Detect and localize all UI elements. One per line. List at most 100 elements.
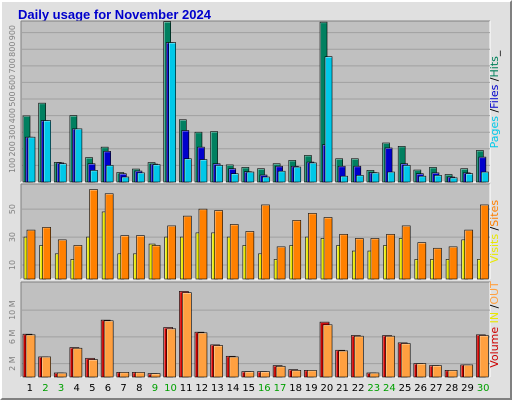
sites-bar-outline (339, 233, 348, 280)
sites-bar (449, 246, 458, 279)
out-bar (104, 320, 114, 377)
sites-bar-outline (433, 247, 442, 280)
day-label: 22 (352, 383, 365, 394)
pages-bar-outline (90, 170, 98, 183)
pages-bar-outline (434, 175, 442, 183)
day-label: 21 (336, 383, 349, 394)
pages-bar (246, 172, 254, 182)
sites-bar-outline (401, 225, 411, 280)
pages-bar (168, 42, 176, 183)
out-bar (229, 356, 239, 377)
out-bar (479, 335, 489, 377)
day-label: 29 (461, 383, 474, 394)
sites-bar-outline (417, 242, 427, 280)
out-bar-outline (213, 345, 223, 378)
day-label: 19 (305, 383, 318, 394)
pages-bar (293, 167, 301, 182)
pages-bar-outline (168, 42, 176, 183)
pages-bar (231, 173, 239, 182)
sites-bar (480, 204, 489, 279)
hits-panel-ytick-label: 800 (8, 42, 17, 57)
out-bar-outline (25, 334, 36, 378)
sites-bar-outline (214, 210, 223, 280)
pages-bar-outline (340, 175, 348, 183)
out-bar (307, 370, 317, 377)
hits-panel-plot-area (21, 21, 490, 182)
out-bar-outline (416, 363, 427, 378)
files-bar (181, 130, 189, 182)
pages-bar (59, 163, 67, 182)
sites-bar-outline (42, 227, 51, 280)
visits-panel-legend-part: / (488, 226, 501, 233)
out-bar-outline (182, 292, 192, 378)
pages-bar (325, 56, 333, 183)
sites-bar-outline (120, 235, 130, 280)
day-label: 16 (258, 383, 271, 394)
out-bar-outline (41, 356, 51, 378)
sites-bar-outline (480, 204, 489, 280)
pages-bar (309, 162, 317, 182)
day-label: 6 (105, 383, 111, 394)
pages-bar-outline (74, 128, 83, 183)
sites-bar-outline (26, 229, 36, 280)
out-bar-outline (119, 372, 130, 378)
sites-bar (277, 246, 286, 279)
day-label: 27 (430, 383, 443, 394)
sites-bar (355, 238, 364, 279)
visits-panel-ytick-label: 30 (8, 232, 17, 242)
sites-bar-outline (104, 193, 114, 280)
pages-bar (28, 137, 35, 182)
pages-bar-outline (246, 171, 255, 183)
out-bar-outline (400, 343, 411, 378)
volume-panel-legend-part: Volume (488, 327, 501, 368)
out-bar-outline (369, 372, 380, 378)
hits-panel-legend-part: / (488, 77, 501, 84)
out-bar-outline (447, 370, 458, 378)
pages-bar (450, 177, 458, 182)
day-label: 2 (42, 383, 48, 394)
out-bar (182, 292, 192, 377)
out-bar-outline (338, 350, 348, 378)
day-label: 13 (211, 383, 224, 394)
out-bar-outline (88, 359, 98, 378)
sites-bar (167, 225, 176, 279)
out-bar (213, 345, 223, 377)
pages-bar (403, 165, 411, 182)
sites-bar (89, 189, 98, 279)
out-bar (385, 336, 395, 377)
pages-bar (90, 170, 98, 182)
hits-panel-ytick-label: 300 (8, 125, 17, 140)
out-bar-outline (432, 365, 442, 378)
out-bar (323, 324, 333, 377)
pages-bar-outline (152, 164, 161, 183)
sites-bar-outline (464, 229, 474, 280)
day-label: 7 (120, 383, 126, 394)
out-bar-outline (244, 371, 255, 378)
pages-bar-outline (293, 166, 302, 183)
pages-bar-outline (402, 165, 411, 183)
files-bar (338, 166, 346, 182)
volume-panel-legend-part: OUT (488, 281, 501, 305)
pages-bar (215, 165, 223, 182)
out-bar-outline (103, 320, 114, 378)
out-bar (72, 348, 82, 377)
day-label: 20 (320, 383, 333, 394)
sites-bar-outline (245, 231, 255, 280)
pages-bar-outline (230, 173, 239, 183)
files-bar (353, 166, 361, 182)
out-bar-outline (353, 335, 364, 378)
pages-bar (278, 171, 286, 182)
day-label: 4 (74, 383, 80, 394)
sites-bar-outline (308, 213, 317, 280)
pages-bar-outline (121, 176, 130, 183)
out-bar (463, 364, 473, 377)
pages-bar-outline (371, 172, 380, 183)
out-bar-outline (260, 371, 270, 378)
sites-bar (230, 224, 239, 279)
sites-bar-outline (183, 215, 192, 280)
pages-bar (371, 172, 379, 182)
out-bar (448, 370, 458, 377)
day-label: 8 (136, 383, 142, 394)
sites-bar (58, 239, 67, 279)
out-bar (244, 371, 254, 377)
